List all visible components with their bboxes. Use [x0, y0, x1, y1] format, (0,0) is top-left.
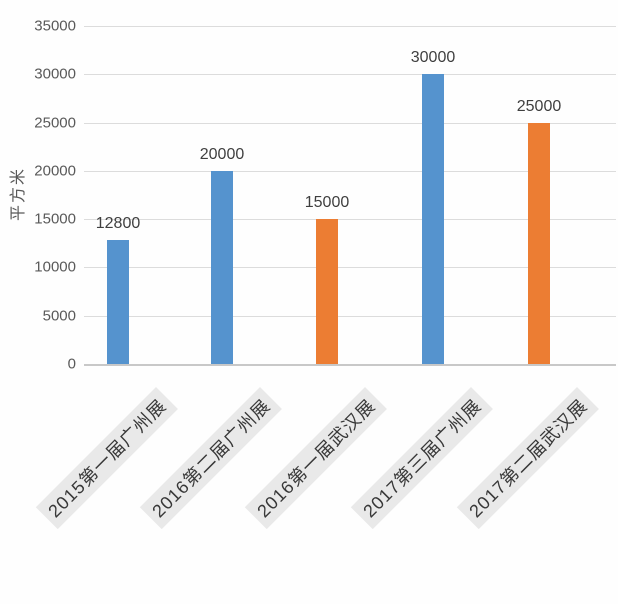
y-tick-label: 25000	[34, 114, 76, 131]
x-axis-line	[84, 364, 616, 366]
y-tick-label: 10000	[34, 258, 76, 276]
bar-value-label: 30000	[410, 49, 456, 67]
y-tick-label: 30000	[34, 65, 76, 83]
bar	[422, 74, 444, 364]
bar	[107, 240, 129, 364]
bar	[528, 122, 550, 364]
bar-value-label: 15000	[304, 194, 350, 212]
gridline	[84, 170, 616, 172]
gridline	[84, 122, 616, 124]
bar-value-label: 25000	[516, 97, 562, 115]
y-tick-label: 15000	[34, 210, 76, 228]
bar-value-label: 12800	[95, 215, 141, 233]
y-tick-label: 0	[67, 355, 76, 373]
bar-value-label: 20000	[199, 145, 245, 163]
gridline	[84, 267, 616, 269]
y-tick-label: 35000	[34, 17, 76, 35]
bar	[316, 219, 338, 364]
y-tick-label: 20000	[34, 162, 76, 180]
bar	[211, 170, 233, 364]
gridline	[84, 315, 616, 317]
gridline	[84, 219, 616, 221]
y-tick-label: 5000	[42, 307, 76, 325]
gridline	[84, 25, 616, 27]
gridline	[84, 74, 616, 76]
